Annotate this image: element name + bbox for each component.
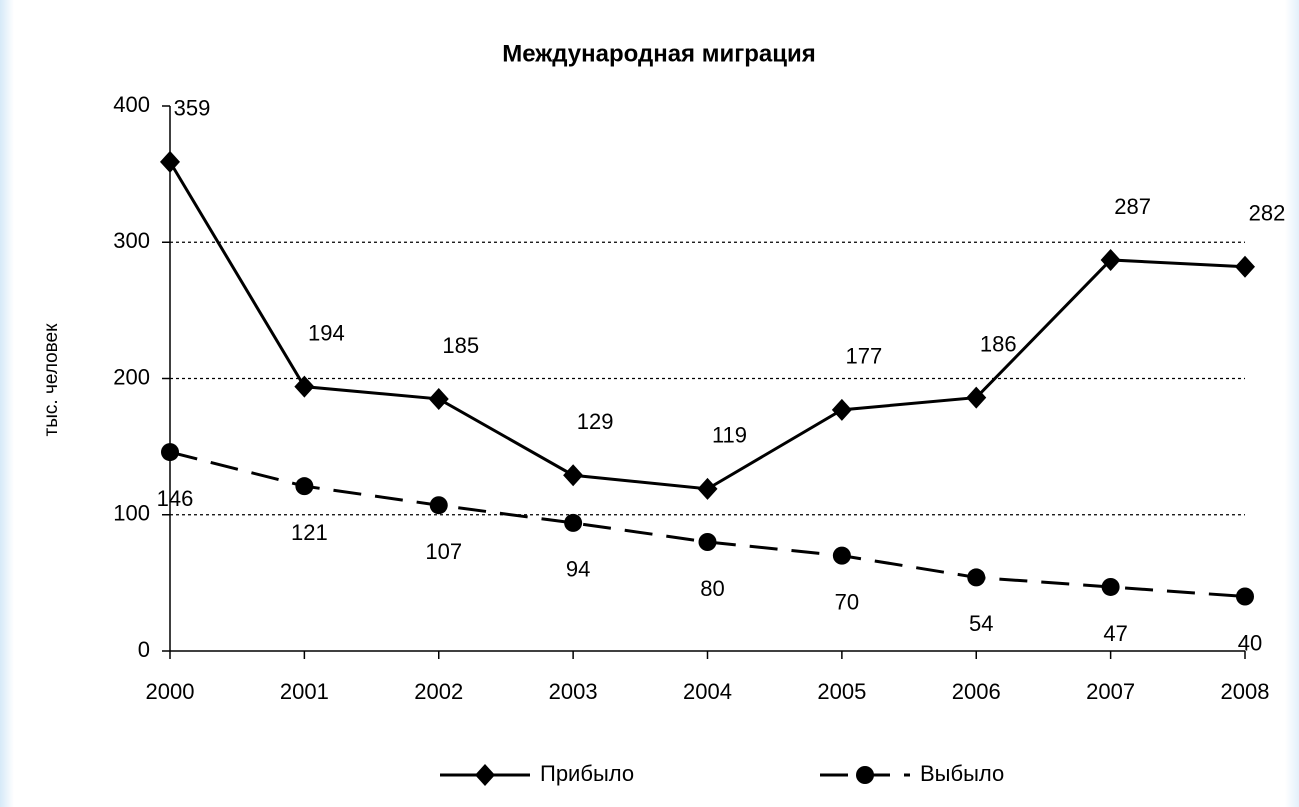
point (1101, 577, 1120, 596)
y-axis-label: тыс. человек (41, 323, 62, 437)
data-label: 40 (1238, 630, 1262, 655)
data-label: 194 (308, 320, 345, 345)
legend-label: Прибыло (540, 761, 634, 786)
y-tick-label: 300 (113, 228, 150, 253)
data-label: 107 (425, 539, 462, 564)
point (1235, 255, 1255, 278)
x-tick-label: 2008 (1221, 679, 1270, 704)
data-label: 177 (846, 344, 883, 369)
data-label: 186 (980, 331, 1017, 356)
data-label: 129 (577, 409, 614, 434)
data-label: 287 (1114, 194, 1151, 219)
point (966, 386, 987, 409)
point (1236, 587, 1254, 606)
x-tick-label: 2003 (549, 679, 598, 704)
data-label: 70 (835, 589, 859, 614)
y-tick-label: 200 (113, 364, 150, 389)
x-tick-label: 2000 (146, 679, 195, 704)
data-label: 54 (969, 611, 993, 636)
x-tick-label: 2001 (280, 679, 329, 704)
data-label: 80 (700, 576, 724, 601)
y-tick-label: 0 (138, 637, 150, 662)
point (831, 398, 852, 421)
legend-label: Выбыло (920, 761, 1004, 786)
x-tick-label: 2005 (817, 679, 866, 704)
point (967, 568, 986, 587)
data-label: 146 (157, 486, 194, 511)
point (1100, 248, 1121, 271)
x-tick-label: 2007 (1086, 679, 1135, 704)
point (697, 477, 718, 500)
point (563, 464, 584, 487)
point (564, 513, 583, 532)
x-tick-label: 2006 (952, 679, 1001, 704)
data-label: 359 (174, 96, 211, 121)
point (294, 375, 315, 398)
x-tick-label: 2004 (683, 679, 732, 704)
y-tick-label: 400 (113, 92, 150, 117)
point (698, 533, 717, 551)
point (161, 443, 179, 462)
x-tick-label: 2002 (414, 679, 463, 704)
point (429, 496, 448, 515)
data-label: 119 (712, 423, 747, 448)
data-label: 94 (566, 557, 590, 582)
data-label: 47 (1103, 621, 1127, 646)
point (428, 387, 449, 410)
point (832, 546, 851, 565)
chart-title: Международная миграция (502, 40, 816, 67)
legend-marker (475, 764, 495, 786)
y-tick-label: 100 (113, 501, 150, 526)
series-line (169, 450, 1246, 598)
data-label: 121 (291, 520, 328, 545)
point (160, 150, 180, 173)
data-label: 282 (1249, 201, 1286, 226)
legend-marker (856, 766, 874, 784)
point (295, 477, 314, 496)
data-label: 185 (442, 333, 479, 358)
